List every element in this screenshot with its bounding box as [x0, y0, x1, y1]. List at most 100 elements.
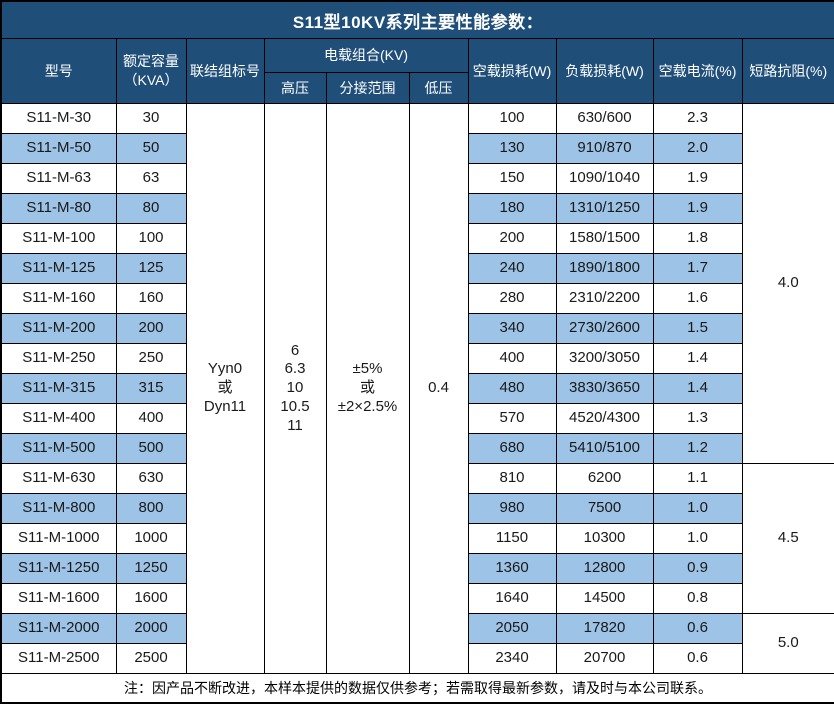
page-title: S11型10KV系列主要性能参数：	[0, 0, 834, 39]
no-load-loss-cell: 1640	[467, 583, 557, 614]
capacity-cell: 500	[115, 433, 187, 464]
no-load-loss-cell: 810	[467, 463, 557, 494]
no-load-loss-cell: 130	[467, 133, 557, 164]
model-cell: S11-M-63	[0, 163, 117, 194]
load-loss-cell: 4520/4300	[555, 403, 654, 434]
load-loss-cell: 3830/3650	[555, 373, 654, 404]
table-footer: 注：因产品不断改进，本样本提供的数据仅供参考；若需取得最新参数，请及时与本公司联…	[0, 673, 834, 704]
load-loss-cell: 1090/1040	[555, 163, 654, 194]
load-loss-cell: 17820	[555, 613, 654, 644]
load-loss-cell: 10300	[555, 523, 654, 554]
load-loss-cell: 12800	[555, 553, 654, 584]
footnote: 注：因产品不断改进，本样本提供的数据仅供参考；若需取得最新参数，请及时与本公司联…	[0, 673, 834, 704]
no-load-current-cell: 1.0	[652, 523, 743, 554]
no-load-loss-cell: 280	[467, 283, 557, 314]
table-row: S11-M-400 400 570 4520/4300 1.3	[0, 403, 834, 434]
no-load-current-cell: 1.8	[652, 223, 743, 254]
model-cell: S11-M-800	[0, 493, 117, 524]
capacity-cell: 630	[115, 463, 187, 494]
capacity-cell: 1600	[115, 583, 187, 614]
model-cell: S11-M-100	[0, 223, 117, 254]
table-row: S11-M-125 125 240 1890/1800 1.7	[0, 253, 834, 284]
capacity-cell: 50	[115, 133, 187, 164]
impedance-cell: 4.5	[741, 463, 834, 614]
model-cell: S11-M-315	[0, 373, 117, 404]
no-load-loss-cell: 400	[467, 343, 557, 374]
no-load-current-cell: 1.4	[652, 343, 743, 374]
table-row: S11-M-80 80 180 1310/1250 1.9	[0, 193, 834, 224]
table-row: S11-M-2500 2500 2340 20700 0.6	[0, 643, 834, 674]
table-row: S11-M-1250 1250 1360 12800 0.9	[0, 553, 834, 584]
tap-range-cell: ±5% 或 ±2×2.5%	[325, 103, 410, 674]
no-load-current-cell: 0.8	[652, 583, 743, 614]
no-load-current-cell: 2.3	[652, 103, 743, 134]
no-load-current-cell: 0.6	[652, 613, 743, 644]
table-row: S11-M-50 50 130 910/870 2.0	[0, 133, 834, 164]
no-load-loss-cell: 570	[467, 403, 557, 434]
no-load-current-cell: 1.9	[652, 163, 743, 194]
no-load-loss-cell: 240	[467, 253, 557, 284]
model-cell: S11-M-1250	[0, 553, 117, 584]
header-voltage-combination: 电载组合(KV)	[263, 38, 469, 73]
capacity-cell: 100	[115, 223, 187, 254]
table-row: S11-M-500 500 680 5410/5100 1.2	[0, 433, 834, 464]
capacity-cell: 80	[115, 193, 187, 224]
model-cell: S11-M-500	[0, 433, 117, 464]
header-no-load-current: 空载电流(%)	[652, 38, 743, 104]
model-cell: S11-M-2500	[0, 643, 117, 674]
header-load-loss: 负载损耗(W)	[555, 38, 654, 104]
no-load-loss-cell: 200	[467, 223, 557, 254]
model-cell: S11-M-160	[0, 283, 117, 314]
model-cell: S11-M-200	[0, 313, 117, 344]
load-loss-cell: 7500	[555, 493, 654, 524]
header-impedance: 短路抗阻(%)	[741, 38, 834, 104]
header-connection-group: 联结组标号	[185, 38, 265, 104]
header-tap-range: 分接范围	[325, 72, 410, 104]
table-row: S11-M-315 315 480 3830/3650 1.4	[0, 373, 834, 404]
capacity-cell: 125	[115, 253, 187, 284]
no-load-current-cell: 2.0	[652, 133, 743, 164]
table-header: S11型10KV系列主要性能参数： 型号 额定容量 （KVA） 联结组标号 电载组…	[0, 0, 834, 104]
no-load-loss-cell: 980	[467, 493, 557, 524]
capacity-cell: 1250	[115, 553, 187, 584]
no-load-current-cell: 1.0	[652, 493, 743, 524]
header-row-main: 型号 额定容量 （KVA） 联结组标号 电载组合(KV) 空载损耗(W) 负载损耗…	[0, 38, 834, 104]
capacity-cell: 2500	[115, 643, 187, 674]
capacity-cell: 30	[115, 103, 187, 134]
no-load-current-cell: 1.1	[652, 463, 743, 494]
model-cell: S11-M-125	[0, 253, 117, 284]
capacity-cell: 63	[115, 163, 187, 194]
load-loss-cell: 14500	[555, 583, 654, 614]
table-row: S11-M-2000 2000 2050 17820 0.6 5.0	[0, 613, 834, 674]
header-capacity: 额定容量 （KVA）	[115, 38, 187, 104]
table-row: S11-M-630 630 810 6200 1.1 4.5	[0, 463, 834, 614]
no-load-current-cell: 1.7	[652, 253, 743, 284]
table-row: S11-M-800 800 980 7500 1.0	[0, 493, 834, 524]
header-capacity-line1: 额定容量	[123, 53, 179, 70]
table-body: S11-M-30 30 Yyn0 或 Dyn11 6 6.3 10 10.5 11 ±5% 或 ±2×2…	[0, 103, 834, 674]
model-cell: S11-M-30	[0, 103, 117, 134]
impedance-cell: 4.0	[741, 103, 834, 464]
header-row-sub: 高压 分接范围 低压	[1, 72, 834, 104]
model-cell: S11-M-400	[0, 403, 117, 434]
load-loss-cell: 630/600	[555, 103, 654, 134]
model-cell: S11-M-250	[0, 343, 117, 374]
capacity-cell: 250	[115, 343, 187, 374]
load-loss-cell: 910/870	[555, 133, 654, 164]
no-load-current-cell: 1.2	[652, 433, 743, 464]
capacity-cell: 315	[115, 373, 187, 404]
no-load-loss-cell: 1150	[467, 523, 557, 554]
no-load-current-cell: 1.4	[652, 373, 743, 404]
model-cell: S11-M-630	[0, 463, 117, 494]
table-row: S11-M-63 63 150 1090/1040 1.9	[0, 163, 834, 194]
no-load-loss-cell: 680	[467, 433, 557, 464]
no-load-loss-cell: 340	[467, 313, 557, 344]
no-load-current-cell: 1.3	[652, 403, 743, 434]
load-loss-cell: 1310/1250	[555, 193, 654, 224]
title-row: S11型10KV系列主要性能参数：	[0, 0, 834, 39]
no-load-loss-cell: 100	[467, 103, 557, 134]
table-row: S11-M-30 30 Yyn0 或 Dyn11 6 6.3 10 10.5 11 ±5% 或 ±2×2…	[0, 103, 834, 674]
load-loss-cell: 5410/5100	[555, 433, 654, 464]
